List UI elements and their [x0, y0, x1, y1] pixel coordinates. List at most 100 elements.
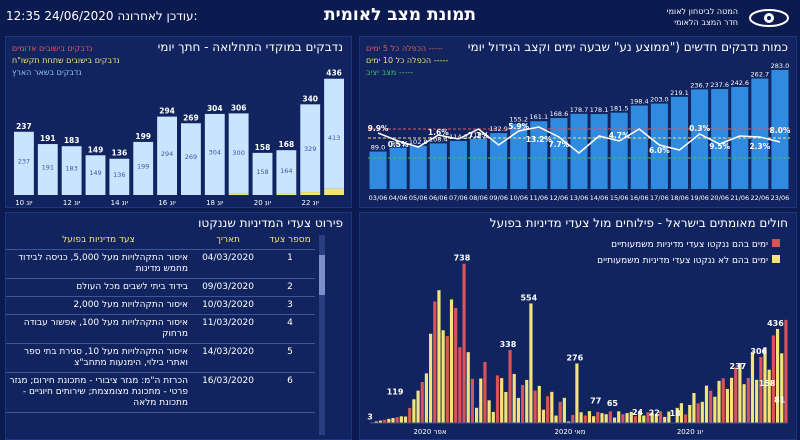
daily-bar: [400, 416, 403, 423]
daily-bar: [504, 392, 507, 423]
bar: [611, 113, 628, 189]
bar-inner-label: 304: [209, 148, 221, 156]
bar-value-label: 181.5: [610, 105, 629, 113]
point-label: 738: [454, 254, 471, 263]
daily-bar: [554, 416, 557, 423]
x-tick-label: יונ 20: [254, 199, 272, 207]
scroll-thumb[interactable]: [319, 255, 325, 295]
daily-bar: [592, 416, 595, 423]
bar-total-label: 436: [326, 69, 342, 78]
bar-restricted: [300, 192, 320, 195]
bar: [430, 143, 447, 189]
x-tick-label: 21/06: [730, 194, 749, 202]
daily-bar: [433, 301, 436, 423]
x-tick-label: 07/06: [449, 194, 468, 202]
daily-bar: [717, 381, 720, 423]
daily-bar: [600, 413, 603, 423]
daily-bar: [450, 299, 453, 423]
x-tick-label: 05/06: [409, 194, 428, 202]
policy-title: פירוט צעדי המדיניות שננקטו: [198, 216, 343, 230]
x-tick-label: יונ 14: [111, 199, 129, 207]
daily-bar: [571, 415, 574, 423]
step-description: איסור התקהלויות מעל 10, סגירת בתי ספר וא…: [6, 344, 191, 373]
point-label: 158: [759, 379, 776, 388]
step-number: 3: [265, 297, 315, 315]
daily-bar: [458, 347, 461, 423]
bar-inner-label: 199: [137, 162, 149, 170]
step-description: הכרזת ה"מ: מגזר ציבורי - מתכונת חירום; מ…: [6, 373, 191, 413]
bar-total-label: 199: [135, 132, 151, 141]
point-label: 65: [607, 399, 619, 408]
bar-inner-label: 269: [185, 153, 197, 161]
bar-total-label: 294: [159, 107, 175, 116]
step-date: 11/03/2020: [191, 315, 265, 344]
growth-label: 2.3%: [749, 142, 770, 151]
x-tick-label: 20/06: [710, 194, 729, 202]
daily-bar: [705, 386, 708, 423]
point-label: 77: [590, 396, 601, 405]
daily-bar: [546, 396, 549, 423]
daily-bar: [734, 367, 737, 423]
daily-bar: [605, 414, 608, 423]
step-number: 5: [265, 344, 315, 373]
x-tick-label: 03/06: [369, 194, 388, 202]
daily-bar: [483, 362, 486, 423]
org-line-1: המטה לביטחון לאומי: [667, 6, 738, 17]
daily-bar: [584, 416, 587, 423]
x-tick-label: 10/06: [509, 194, 528, 202]
bar-value-label: 283.0: [771, 62, 790, 70]
x-month-label: מאי 2020: [554, 428, 585, 436]
bar-total-label: 149: [88, 145, 104, 154]
daily-bar: [722, 378, 725, 423]
bar-inner-label: 413: [328, 134, 340, 142]
daily-bar: [513, 374, 516, 423]
daily-bar: [462, 264, 465, 423]
col-step-num[interactable]: מספר צעד: [265, 231, 315, 250]
daily-bar: [542, 410, 545, 423]
growth-label: 9.5%: [709, 142, 730, 151]
step-description: איסור התקהלויות מעל 100, אפשור עבודה מרח…: [6, 315, 191, 344]
org-name: המטה לביטחון לאומי חדר המצב הלאומי: [667, 6, 738, 28]
daily-bar: [617, 411, 620, 423]
point-label: 22: [649, 408, 660, 417]
daily-bar: [613, 418, 616, 423]
bar-inner-label: 183: [65, 165, 77, 173]
daily-bar: [421, 382, 424, 423]
daily-bar: [534, 391, 537, 423]
daily-bar: [738, 363, 741, 423]
col-date[interactable]: תאריך: [191, 231, 265, 250]
x-tick-label: 08/06: [469, 194, 488, 202]
daily-bar: [701, 402, 704, 423]
bar: [370, 152, 387, 189]
bar: [530, 121, 547, 189]
daily-bar: [412, 399, 415, 423]
step-number: 2: [265, 279, 315, 297]
point-label: 24: [632, 408, 644, 417]
step-date: 14/03/2020: [191, 344, 265, 373]
growth-label: 9.9%: [368, 124, 389, 133]
x-tick-label: יונ 18: [206, 199, 224, 207]
x-tick-label: 18/06: [670, 194, 689, 202]
point-label: 436: [767, 319, 784, 328]
growth-label: 7.2%: [468, 131, 489, 140]
policy-panel: פירוט צעדי המדיניות שננקטו מספר צעד תארי…: [5, 212, 352, 440]
bar-inner-label: 237: [18, 157, 30, 165]
x-tick-label: 09/06: [489, 194, 508, 202]
bar: [450, 141, 467, 189]
sources-panel: נדבקים במוקדי התחלואה - חתך יומי נדבקים …: [5, 36, 352, 208]
policy-scrollbar[interactable]: [319, 235, 325, 435]
daily-bar: [500, 378, 503, 423]
growth-label: 0.3%: [689, 124, 710, 133]
growth-label: 7.7%: [548, 140, 569, 149]
step-date: 09/03/2020: [191, 279, 265, 297]
col-step[interactable]: צעד מדיניות בפועל: [6, 231, 191, 250]
policy-header-row: מספר צעד תאריך צעד מדיניות בפועל: [6, 231, 315, 250]
